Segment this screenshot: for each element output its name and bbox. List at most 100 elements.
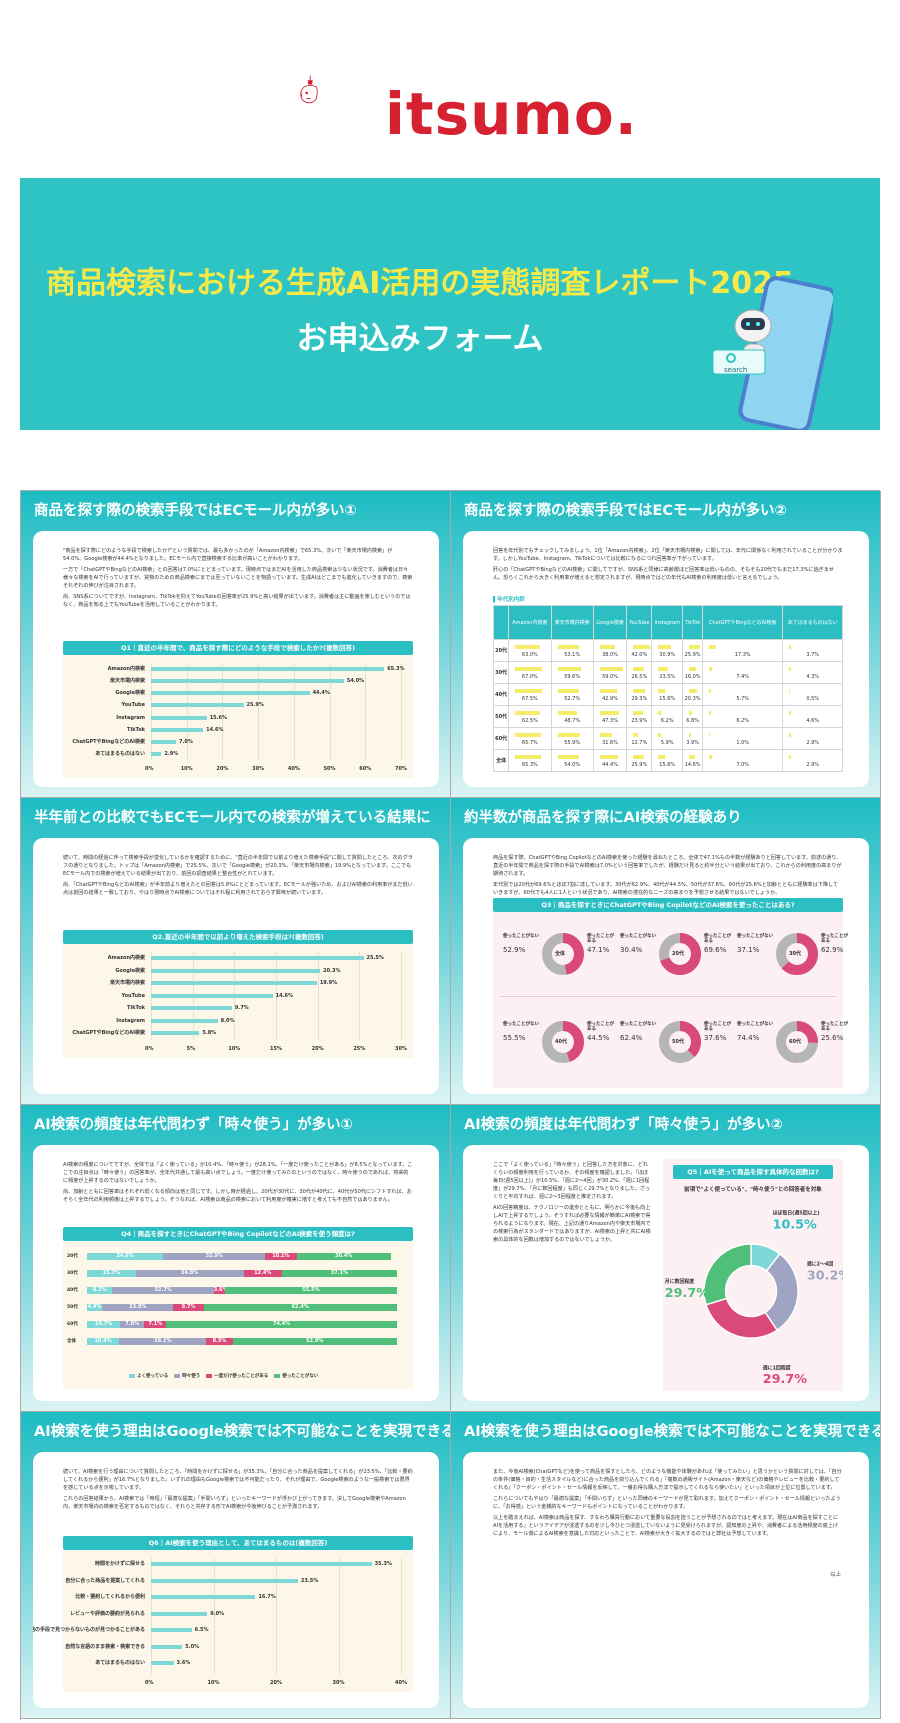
bar: [151, 1611, 208, 1616]
bar-value-label: 19.9%: [319, 980, 338, 987]
stack-segment: 55.5%: [224, 1287, 397, 1294]
table-cell: 23.5%: [651, 661, 684, 684]
grid-line: [401, 663, 402, 760]
table-cell: 38.0%: [592, 639, 628, 662]
table-cell: 14.6%: [682, 749, 703, 772]
bar-row: 他の手段で見つからないものが見つかることがある 6.5%: [33, 1626, 413, 1634]
stack-segment: 28.1%: [119, 1338, 207, 1345]
stack-segment: 10.7%: [87, 1321, 121, 1328]
table-cell: 59.0%: [592, 661, 628, 684]
divider: [501, 996, 835, 997]
cell-value: 63.0%: [521, 651, 538, 658]
table-cell: 42.0%: [626, 639, 653, 662]
cell-value: 16.0%: [684, 673, 701, 680]
paragraph: 回答を年代別でもチェックしてみましょう。1位「Amazon内検索」、2位「楽天市…: [493, 548, 843, 562]
stack-segment: 10.4%: [87, 1338, 120, 1345]
x-tick-label: 0%: [145, 1046, 154, 1052]
bar-category-label: YouTube: [121, 992, 145, 999]
bar-value-label: 14.6%: [275, 992, 294, 999]
value-fill: [599, 689, 617, 693]
panel-text: AI検索の頻度についてですが、全体では「よく使っている」が10.4%、「時々使う…: [63, 1161, 413, 1207]
stack-segment: 32.7%: [112, 1287, 214, 1294]
unused-value: 30.4%: [620, 946, 643, 954]
used-value: 47.1%: [587, 946, 610, 954]
stack-segment: 8.5%: [206, 1338, 233, 1345]
bar-chart-q2: 0% 5% 10% 15% 20% 25% 30% Amazon内検索 25.5% Google検…: [63, 944, 413, 1058]
value-fill: [708, 755, 712, 759]
legend-swatch: [174, 1373, 181, 1378]
panel-text: 商品を探す際、ChatGPTやBing CopilotなどのAI検索を使った経験…: [493, 854, 843, 900]
stack-row-label: 30代: [67, 1271, 78, 1276]
panel-title: 約半数が商品を探す際にAI検索の経験あり: [464, 810, 742, 826]
cell-value: 52.7%: [564, 695, 581, 702]
cell-value: 30.9%: [659, 651, 676, 658]
grid-line: [276, 952, 277, 1040]
stack-segment: 8.2%: [87, 1287, 113, 1294]
table-cell: 67.5%: [508, 683, 552, 706]
stack-row-label: 全体: [67, 1339, 76, 1344]
bar-value-label: 14.6%: [206, 726, 224, 733]
pie-slice: [703, 1243, 752, 1306]
value-fill: [599, 667, 624, 671]
table-row: 40代 67.5% 52.7% 42.9% 29.3% 15.6% 20.3% 5.7% 0.5…: [492, 683, 843, 706]
grid-line: [365, 663, 367, 760]
table-header-cell: TikTok: [682, 605, 703, 640]
bar-value-label: 44.4%: [312, 690, 330, 697]
donut-center-label: 60代: [789, 1039, 801, 1045]
value-fill: [689, 667, 696, 671]
table-cell: 4.6%: [782, 705, 843, 728]
table-cell: 12.7%: [626, 727, 653, 750]
bar-category-label: あてはまるものはない: [95, 1660, 145, 1667]
legend: よく使っている 時々使う 一度だけ使ったことがある 使ったことがない: [123, 1373, 318, 1379]
panel-6: AI検索の頻度は年代問わず「時々使う」が多い② ここで「よく使っている」「時々使…: [451, 1105, 881, 1412]
cell-value: 6.2%: [736, 717, 750, 724]
table-cell: 5.7%: [701, 683, 784, 706]
question-bar: Q4｜商品を探すときにChatGPTやBing CopilotなどのAI検索を使…: [63, 1227, 413, 1241]
paragraph: AI検索の頻度についてですが、全体では「よく使っている」が10.4%、「時々使う…: [63, 1162, 413, 1184]
cell-value: 29.3%: [631, 695, 648, 702]
table-cell: 26.5%: [626, 661, 653, 684]
panel-text: 回答を年代別でもチェックしてみましょう。1位「Amazon内検索」、2位「楽天市…: [493, 547, 843, 585]
used-label: 使ったことがある: [704, 934, 731, 944]
paragraph: 続いて、時間の経過に伴って検索手段が変化しているかを確認するために、"直近の半年…: [63, 855, 413, 877]
grid-line: [151, 663, 152, 760]
table-cell: 25.9%: [626, 749, 653, 772]
table-row: 30代 67.0% 59.6% 59.0% 26.5% 23.5% 16.0% 7.4% 4.3…: [492, 661, 843, 684]
slice-category-label: 月に数回程度: [664, 1278, 694, 1285]
bar-category-label: 楽天市場内検索: [109, 678, 145, 685]
value-fill: [633, 711, 643, 715]
slice-used: [542, 1021, 584, 1063]
bar-category-label: レビューや評価の要約が見られる: [69, 1610, 145, 1617]
search-label: search: [724, 366, 748, 374]
table-cell: 55.9%: [550, 727, 594, 750]
used-label: 使ったことがある: [587, 934, 614, 944]
donut-center-label: 30代: [789, 951, 801, 957]
stack-segment: 30.4%: [296, 1253, 391, 1260]
bar-category-label: ChatGPTやBingなどのAI検索: [72, 738, 145, 745]
table-cell: 67.0%: [508, 661, 552, 684]
x-tick-label: 50%: [323, 766, 336, 772]
bar: [151, 981, 317, 986]
stack-segment: 74.4%: [166, 1321, 397, 1328]
table-cell: 48.7%: [550, 705, 594, 728]
value-fill: [789, 667, 792, 671]
bar-category-label: YouTube: [121, 702, 145, 709]
paragraph: 年代別では20代が69.6%とほぼ7割に達しています。30代が62.9%、40代…: [493, 882, 838, 896]
x-tick-label: 40%: [287, 766, 300, 772]
table-cell: 6.8%: [682, 705, 703, 728]
table-cell: 25.9%: [682, 639, 703, 662]
value-fill: [599, 733, 613, 737]
donut-center-label: 20代: [672, 951, 684, 957]
unused-value: 62.4%: [620, 1034, 643, 1042]
cell-value: 30代: [495, 670, 508, 676]
table-cell: 6.2%: [701, 705, 784, 728]
bar-category-label: 他の手段で見つからないものが見つかることがある: [33, 1627, 145, 1634]
donut-chart: [776, 933, 818, 975]
unused-label: 使ったことがない: [737, 1022, 773, 1027]
robot-phone-illustration: [713, 276, 833, 430]
value-fill: [633, 689, 645, 693]
bar-category-label: 自分に合った商品を提案してくれる: [65, 1577, 145, 1584]
stack-segment: 4.9%: [87, 1304, 103, 1311]
stack-segment: 37.1%: [281, 1270, 397, 1277]
unused-value: 37.1%: [737, 946, 760, 954]
